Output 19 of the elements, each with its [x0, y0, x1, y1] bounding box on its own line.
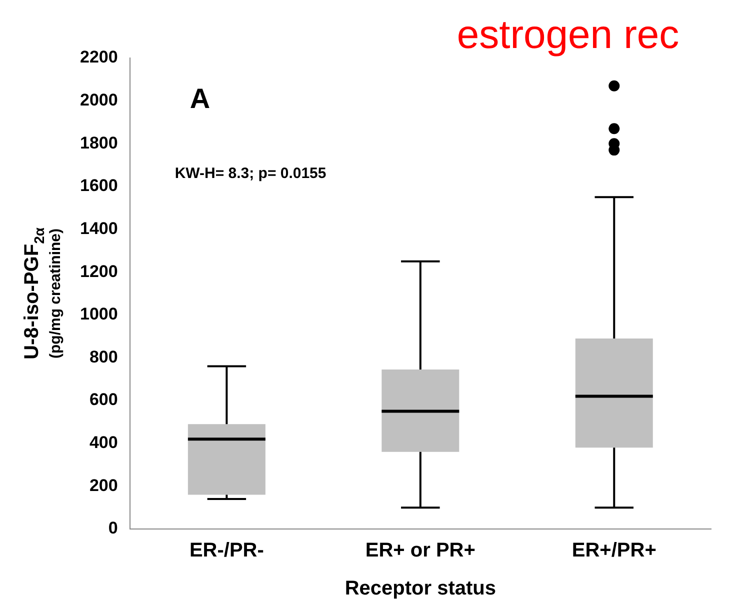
- text: estrogen rec: [456, 13, 680, 57]
- y-tick-label: 1600: [80, 176, 118, 196]
- x-tick-label: ER+/PR+: [572, 540, 656, 562]
- x-tick-label: ER+ or PR+: [365, 540, 476, 562]
- y-tick-label: 2000: [80, 90, 118, 110]
- y-tick-label: 1800: [80, 133, 118, 152]
- y-tick-label: 1200: [80, 262, 118, 281]
- x-axis-title: Receptor status: [344, 578, 496, 600]
- y-tick-label: 400: [89, 433, 118, 452]
- annotation: A: [190, 83, 210, 114]
- y-tick-label: 0: [108, 518, 118, 538]
- y-tick-label: 800: [89, 347, 118, 366]
- annotation: KW-H= 8.3; p= 0.0155: [174, 165, 326, 182]
- x-tick-label: ER-/PR-: [189, 540, 264, 562]
- y-tick-label: 200: [89, 476, 118, 495]
- y-tick-label: 600: [89, 390, 118, 410]
- y-tick-label: 2200: [80, 48, 118, 67]
- y-tick-label: 1400: [80, 218, 118, 238]
- y-tick-label: 1000: [80, 304, 118, 324]
